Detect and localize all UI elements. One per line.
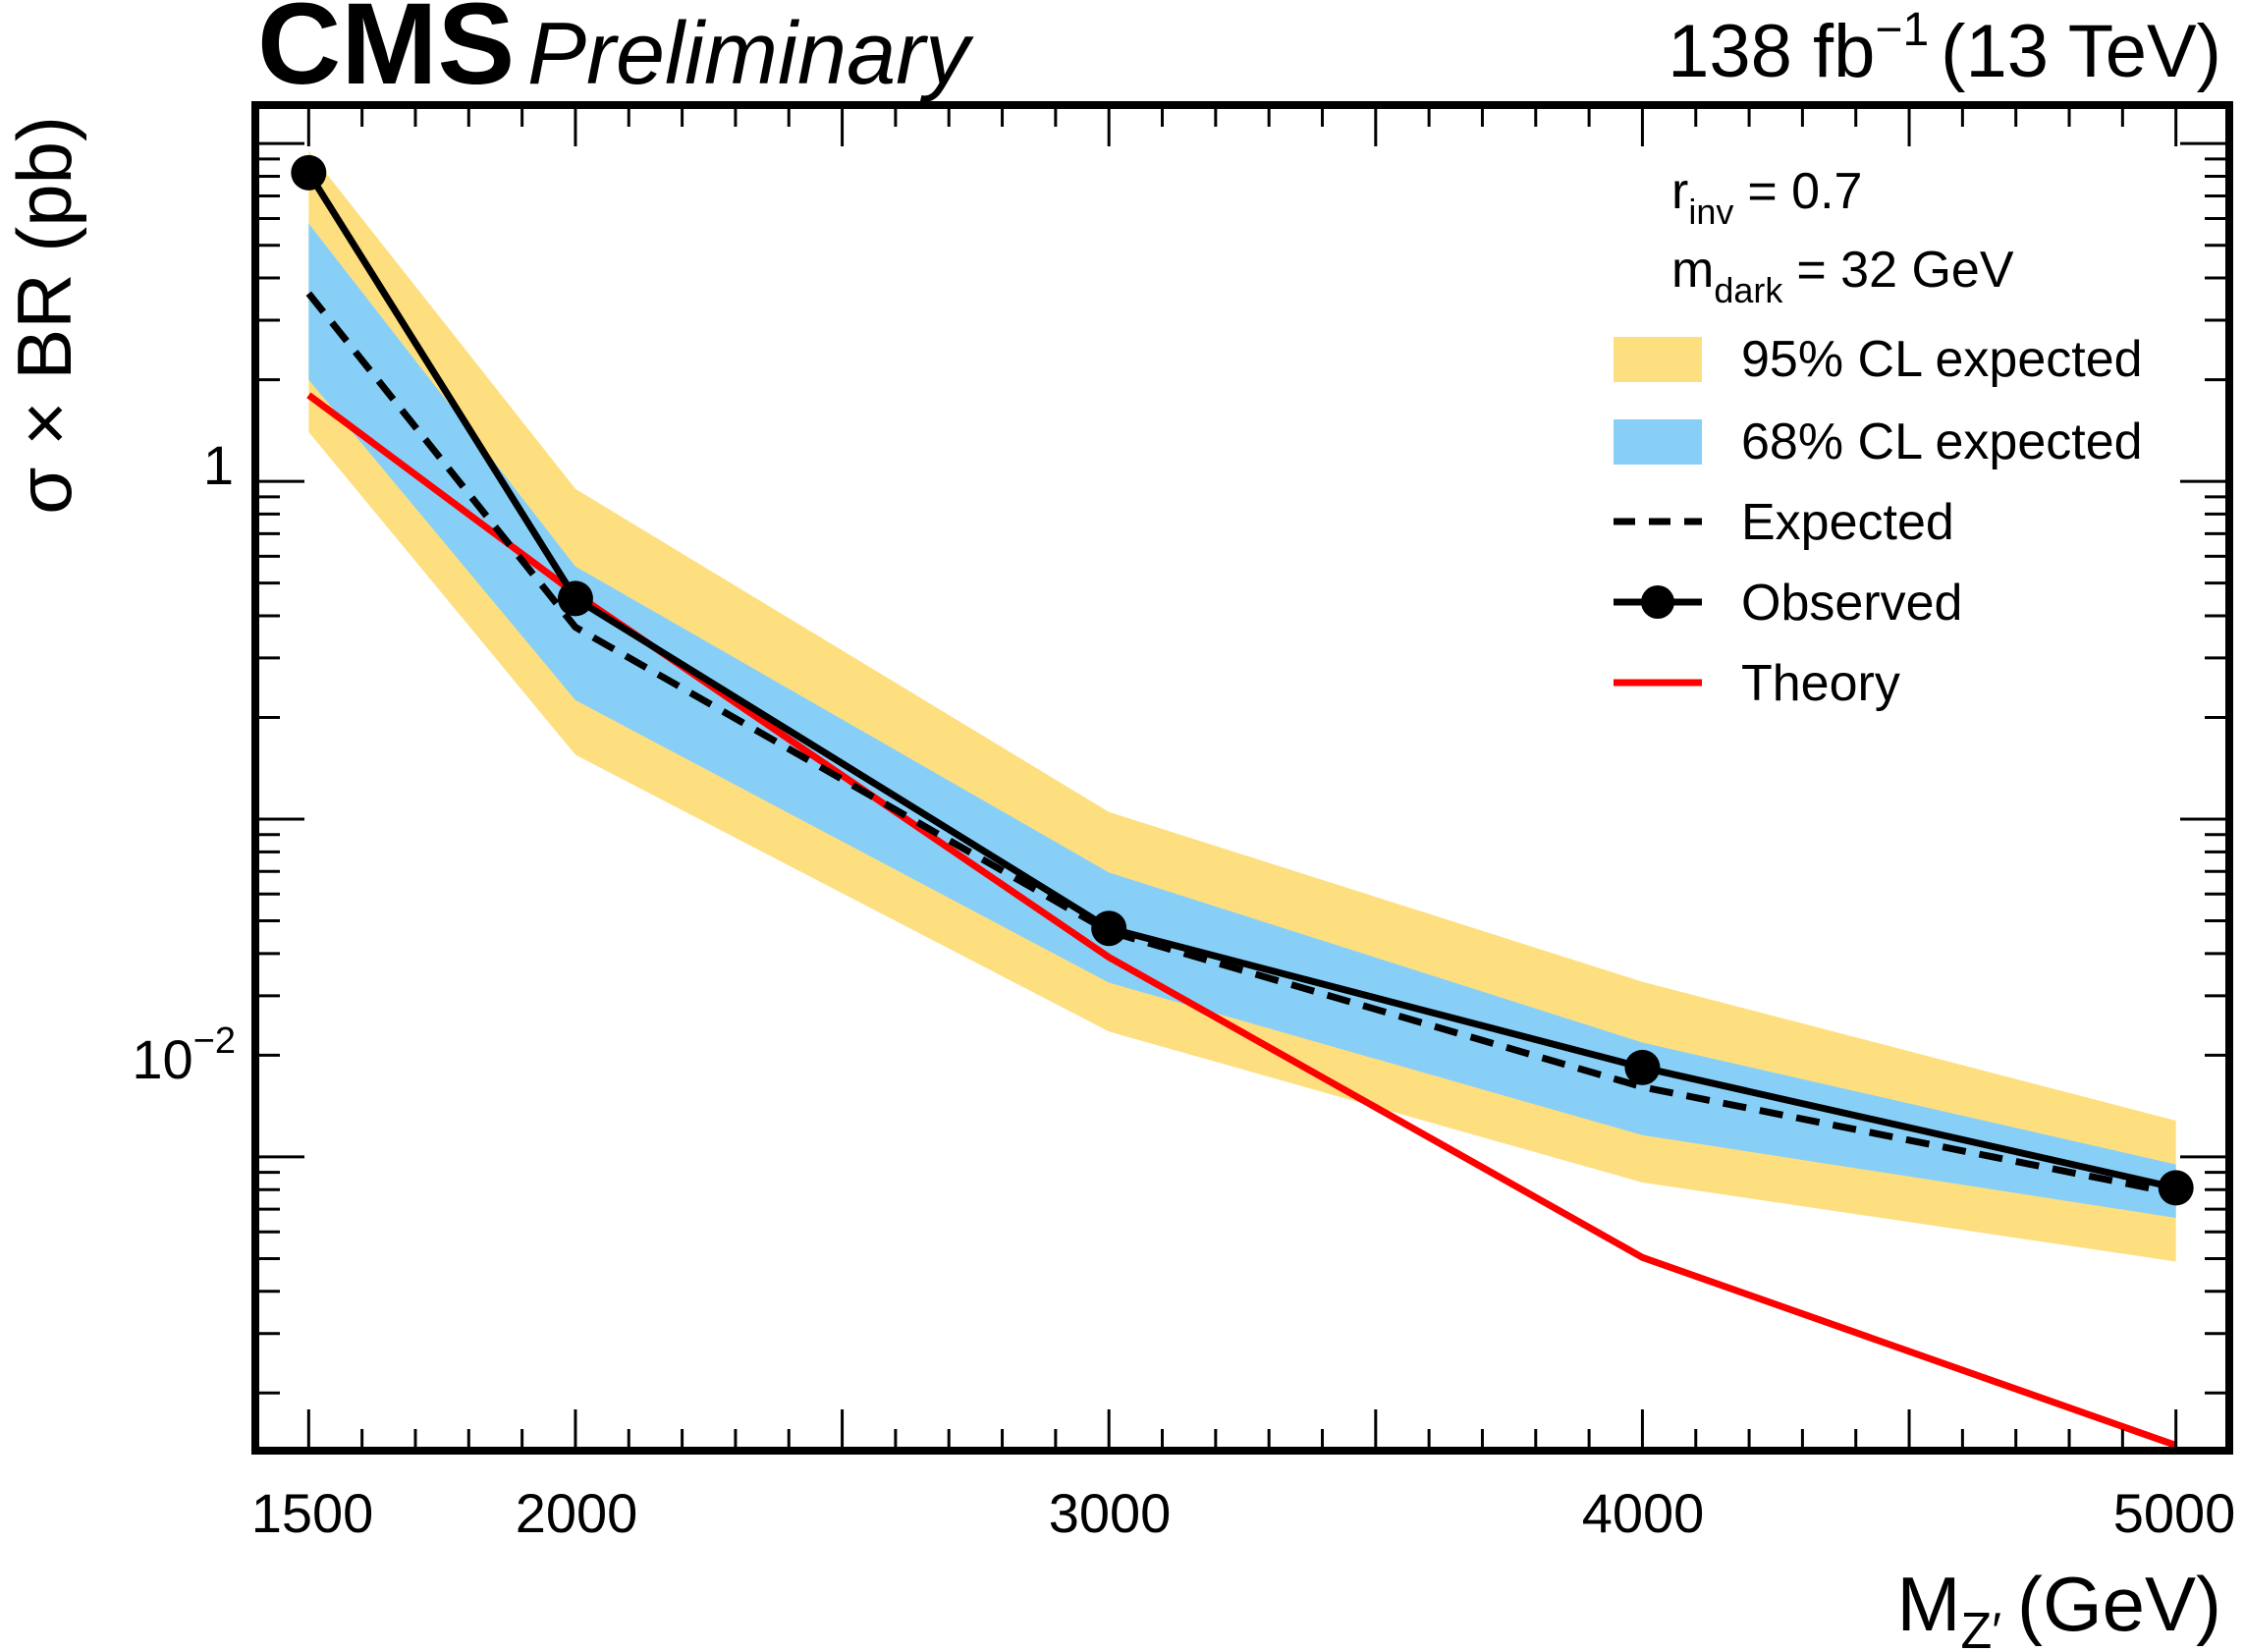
- observed-point-3000: [1091, 910, 1127, 947]
- axis-ticks: [255, 105, 2229, 1451]
- x-tick-label-3000: 3000: [1049, 1482, 1172, 1544]
- x-axis-subscript: Z′: [1960, 1603, 2001, 1652]
- observed-point-2000: [557, 580, 593, 617]
- legend-label-observed: Observed: [1741, 575, 1962, 632]
- lumi-value: 138 fb: [1668, 10, 1875, 93]
- cms-label: CMS: [257, 0, 515, 109]
- lumi-exponent: −1: [1875, 4, 1929, 56]
- theory-line: [306, 392, 2177, 1449]
- legend-label-theory: Theory: [1741, 655, 1900, 712]
- uncertainty-bands: [308, 150, 2176, 1262]
- x-tick-label-5000: 5000: [2113, 1482, 2236, 1544]
- observed-point-4000: [1624, 1049, 1661, 1085]
- mdark-label: mdark = 32 GeV: [1671, 242, 2014, 310]
- legend: 95% CL expected 68% CL expected Expected…: [1614, 331, 2143, 712]
- x-tick-label-2000: 2000: [516, 1482, 638, 1544]
- rinv-symbol: r: [1671, 163, 1688, 220]
- legend-swatch-95: [1614, 337, 1702, 382]
- preliminary-label: Preliminary: [527, 5, 974, 103]
- legend-swatch-observed-marker: [1641, 585, 1674, 619]
- y-tick-label-1e-2: 10−2: [132, 1020, 236, 1090]
- plot-frame: [251, 101, 2233, 1455]
- energy-value: (13 TeV): [1941, 10, 2221, 93]
- x-axis-symbol: M: [1896, 1561, 1960, 1647]
- x-axis-title: MZ′ (GeV): [1896, 1561, 2221, 1652]
- y-tick-base: 10: [132, 1028, 192, 1090]
- y-tick-exponent: −2: [193, 1020, 236, 1062]
- legend-label-95: 95% CL expected: [1741, 331, 2143, 388]
- rinv-value: = 0.7: [1747, 163, 1862, 220]
- x-axis-unit: (GeV): [2017, 1561, 2221, 1647]
- observed-point-1500: [291, 154, 327, 191]
- mdark-subscript: dark: [1714, 270, 1783, 310]
- observed-point-5000: [2158, 1170, 2194, 1206]
- rinv-label: rinv = 0.7: [1671, 163, 1862, 232]
- y-axis-title: σ × BR (pb): [1, 116, 87, 515]
- band-68-cl: [308, 223, 2176, 1218]
- limit-lines: [291, 154, 2194, 1449]
- mdark-value: = 32 GeV: [1796, 242, 2013, 299]
- mdark-symbol: m: [1671, 242, 1714, 299]
- y-tick-label-1: 1: [203, 434, 234, 496]
- lumi-label: 138 fb−1 (13 TeV): [1668, 4, 2221, 93]
- rinv-subscript: inv: [1688, 192, 1733, 232]
- legend-label-expected: Expected: [1741, 494, 1954, 551]
- x-tick-label-4000: 4000: [1582, 1482, 1705, 1544]
- legend-label-68: 68% CL expected: [1741, 413, 2143, 470]
- x-tick-label-1500: 1500: [251, 1482, 374, 1544]
- legend-swatch-68: [1614, 419, 1702, 465]
